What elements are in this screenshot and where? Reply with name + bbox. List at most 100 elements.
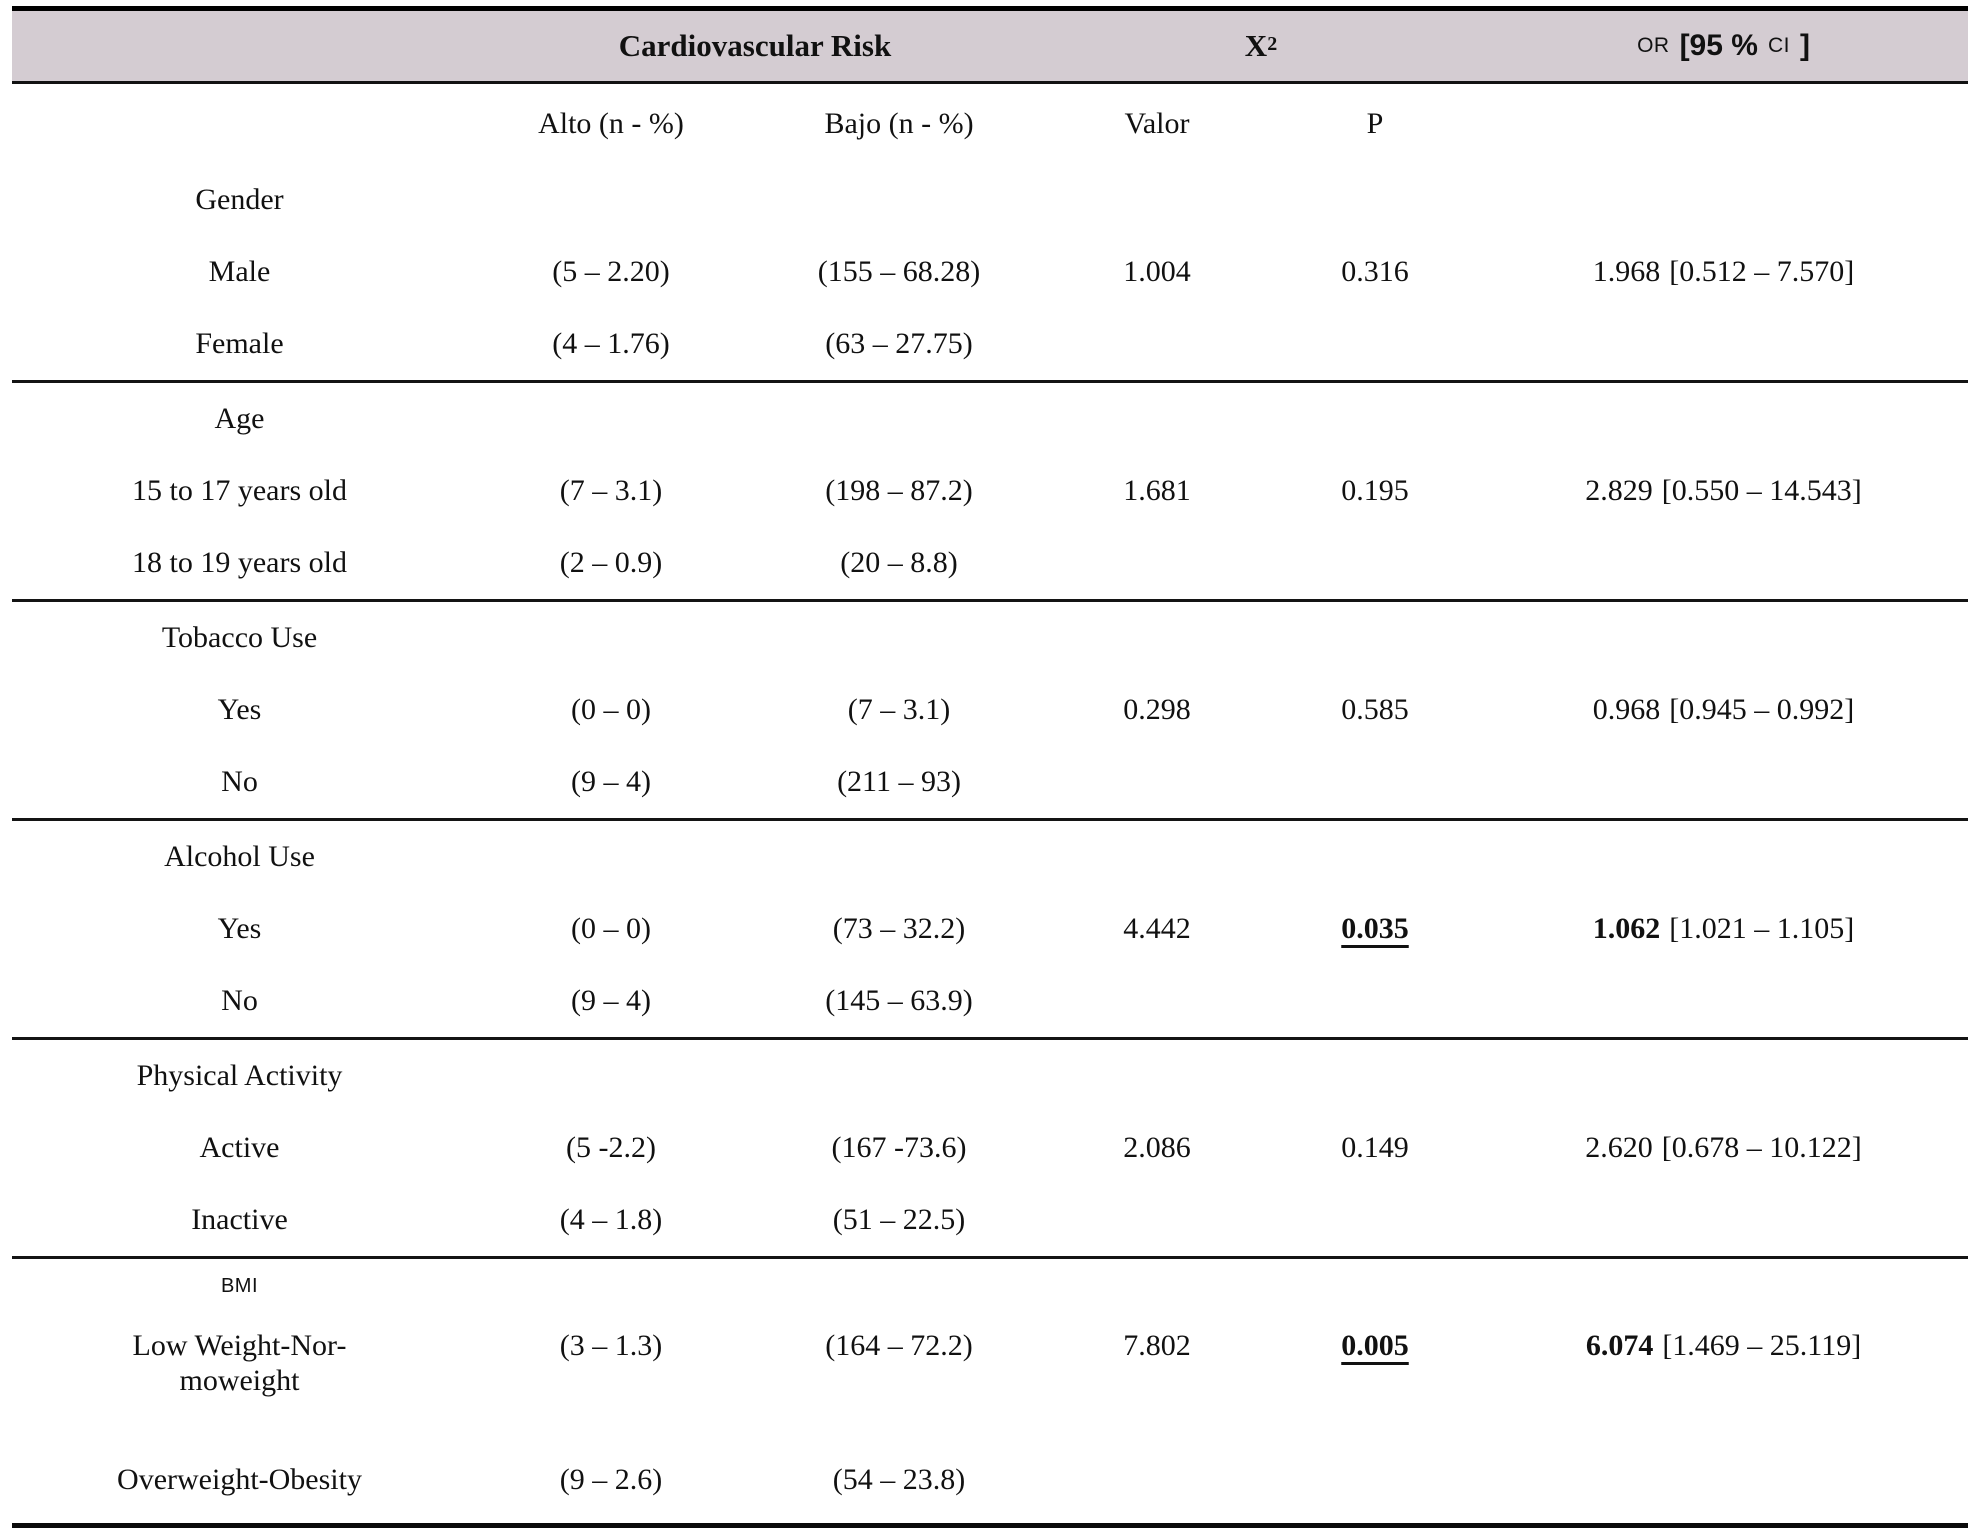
or-cell: 2.620 [0.678 – 10.122] (1479, 1112, 1968, 1184)
row-tobacco-no: No (9 – 4) (211 – 93) (12, 746, 1968, 818)
or-ci: [0.512 – 7.570] (1669, 254, 1855, 288)
row-male: Male (5 – 2.20) (155 – 68.28) 1.004 0.31… (12, 236, 1968, 308)
bajo-cell: (63 – 27.75) (825, 326, 973, 360)
row-tobacco-yes: Yes (0 – 0) (7 – 3.1) 0.298 0.585 0.968 … (12, 674, 1968, 746)
section-age: Age 15 to 17 years old (7 – 3.1) (198 – … (12, 383, 1968, 602)
alto-cell: (0 – 0) (571, 692, 651, 726)
bajo-cell: (7 – 3.1) (847, 692, 951, 726)
age-label-row: Age (12, 383, 1968, 455)
chi-symbol: X (1244, 28, 1268, 64)
row-label: Overweight-Obesity (117, 1462, 362, 1496)
or-value: 1.062 (1592, 911, 1661, 945)
row-label: 15 to 17 years old (132, 473, 347, 507)
subheader-empty-cell (12, 84, 467, 164)
ci-bracket-close: ] (1799, 28, 1810, 62)
section-label: BMI (220, 1274, 259, 1297)
valor-cell: 1.004 (1123, 254, 1191, 288)
physical-activity-label-row: Physical Activity (12, 1040, 1968, 1112)
alto-cell: (9 – 4) (571, 983, 651, 1017)
alto-cell: (9 – 4) (571, 764, 651, 798)
header-empty-cell (12, 11, 467, 81)
column-header-bajo: Bajo (n - %) (824, 106, 974, 140)
or-cell: 2.829 [0.550 – 14.543] (1479, 455, 1968, 527)
or-value: 1.968 (1592, 254, 1661, 288)
alto-cell: (4 – 1.8) (559, 1202, 663, 1236)
alto-cell: (7 – 3.1) (559, 473, 663, 507)
alto-cell: (5 -2.2) (566, 1130, 656, 1164)
or-ci: [1.021 – 1.105] (1669, 911, 1855, 945)
alcohol-label-row: Alcohol Use (12, 821, 1968, 893)
or-cell: 0.968 [0.945 – 0.992] (1479, 674, 1968, 746)
row-label: Female (195, 326, 284, 360)
row-label: Male (208, 254, 271, 288)
row-label: 18 to 19 years old (132, 545, 347, 579)
row-label: Yes (217, 692, 262, 726)
or-cell: 1.062 [1.021 – 1.105] (1479, 893, 1968, 965)
row-female: Female (4 – 1.76) (63 – 27.75) (12, 308, 1968, 380)
alto-cell: (3 – 1.3) (559, 1329, 663, 1362)
section-alcohol: Alcohol Use Yes (0 – 0) (73 – 32.2) 4.44… (12, 821, 1968, 1040)
valor-cell: 4.442 (1123, 911, 1191, 945)
row-alcohol-yes: Yes (0 – 0) (73 – 32.2) 4.442 0.035 1.06… (12, 893, 1968, 965)
or-value: 2.829 (1585, 473, 1653, 507)
ci-bracket-open: [95 % (1679, 28, 1758, 62)
section-label: Age (214, 401, 265, 435)
alto-cell: (5 – 2.20) (552, 254, 670, 288)
column-header-alto: Alto (n - %) (538, 106, 684, 140)
row-low-weight-normoweight: Low Weight-Nor- moweight (3 – 1.3) (164 … (12, 1313, 1968, 1437)
section-physical-activity: Physical Activity Active (5 -2.2) (167 -… (12, 1040, 1968, 1259)
valor-cell: 1.681 (1123, 473, 1191, 507)
valor-cell: 0.298 (1123, 692, 1191, 726)
valor-cell: 2.086 (1123, 1130, 1191, 1164)
header-or-ci: OR [95 % CI ] (1479, 11, 1968, 81)
column-header-valor: Valor (1124, 106, 1190, 140)
row-label: No (221, 764, 258, 798)
or-ci: [0.550 – 14.543] (1661, 473, 1862, 507)
column-header-p: P (1366, 106, 1384, 140)
section-bmi: BMI Low Weight-Nor- moweight (3 – 1.3) (… (12, 1259, 1968, 1523)
bajo-cell: (164 – 72.2) (825, 1329, 973, 1362)
or-cell: 1.968 [0.512 – 7.570] (1479, 236, 1968, 308)
or-value: 2.620 (1585, 1130, 1653, 1164)
bajo-cell: (20 – 8.8) (840, 545, 958, 579)
p-cell: 0.585 (1341, 692, 1409, 726)
alto-cell: (0 – 0) (571, 911, 651, 945)
column-header-or-spacer (1479, 84, 1968, 164)
bmi-label-row: BMI (12, 1259, 1968, 1313)
section-label: Alcohol Use (164, 839, 315, 873)
or-ci: [0.678 – 10.122] (1661, 1130, 1862, 1164)
section-tobacco: Tobacco Use Yes (0 – 0) (7 – 3.1) 0.298 … (12, 602, 1968, 821)
row-label: Yes (217, 911, 262, 945)
p-cell: 0.316 (1341, 254, 1409, 288)
row-label: Low Weight-Nor- moweight (132, 1329, 347, 1397)
section-label: Tobacco Use (161, 620, 318, 654)
p-cell: 0.195 (1341, 473, 1409, 507)
alto-cell: (4 – 1.76) (552, 326, 670, 360)
or-value: 0.968 (1592, 692, 1661, 726)
or-label: OR (1637, 33, 1670, 57)
bajo-cell: (155 – 68.28) (817, 254, 981, 288)
table-subheader: Alto (n - %) Bajo (n - %) Valor P (12, 84, 1968, 164)
header-cardiovascular-risk: Cardiovascular Risk (618, 28, 892, 64)
p-cell-significant: 0.035 (1341, 911, 1409, 945)
bajo-cell: (54 – 23.8) (832, 1462, 966, 1496)
row-15-17: 15 to 17 years old (7 – 3.1) (198 – 87.2… (12, 455, 1968, 527)
row-overweight-obesity: Overweight-Obesity (9 – 2.6) (54 – 23.8) (12, 1437, 1968, 1523)
bajo-cell: (167 -73.6) (831, 1130, 967, 1164)
row-inactive: Inactive (4 – 1.8) (51 – 22.5) (12, 1184, 1968, 1256)
bajo-cell: (73 – 32.2) (832, 911, 966, 945)
or-ci: [1.469 – 25.119] (1662, 1329, 1862, 1362)
tobacco-label-row: Tobacco Use (12, 602, 1968, 674)
row-label: No (221, 983, 258, 1017)
gender-label-row: Gender (12, 164, 1968, 236)
bajo-cell: (51 – 22.5) (832, 1202, 966, 1236)
ci-label: CI (1767, 33, 1790, 57)
or-ci: [0.945 – 0.992] (1669, 692, 1855, 726)
valor-cell: 7.802 (1123, 1329, 1191, 1362)
row-label: Inactive (191, 1202, 288, 1236)
bajo-cell: (211 – 93) (837, 764, 961, 798)
row-alcohol-no: No (9 – 4) (145 – 63.9) (12, 965, 1968, 1037)
